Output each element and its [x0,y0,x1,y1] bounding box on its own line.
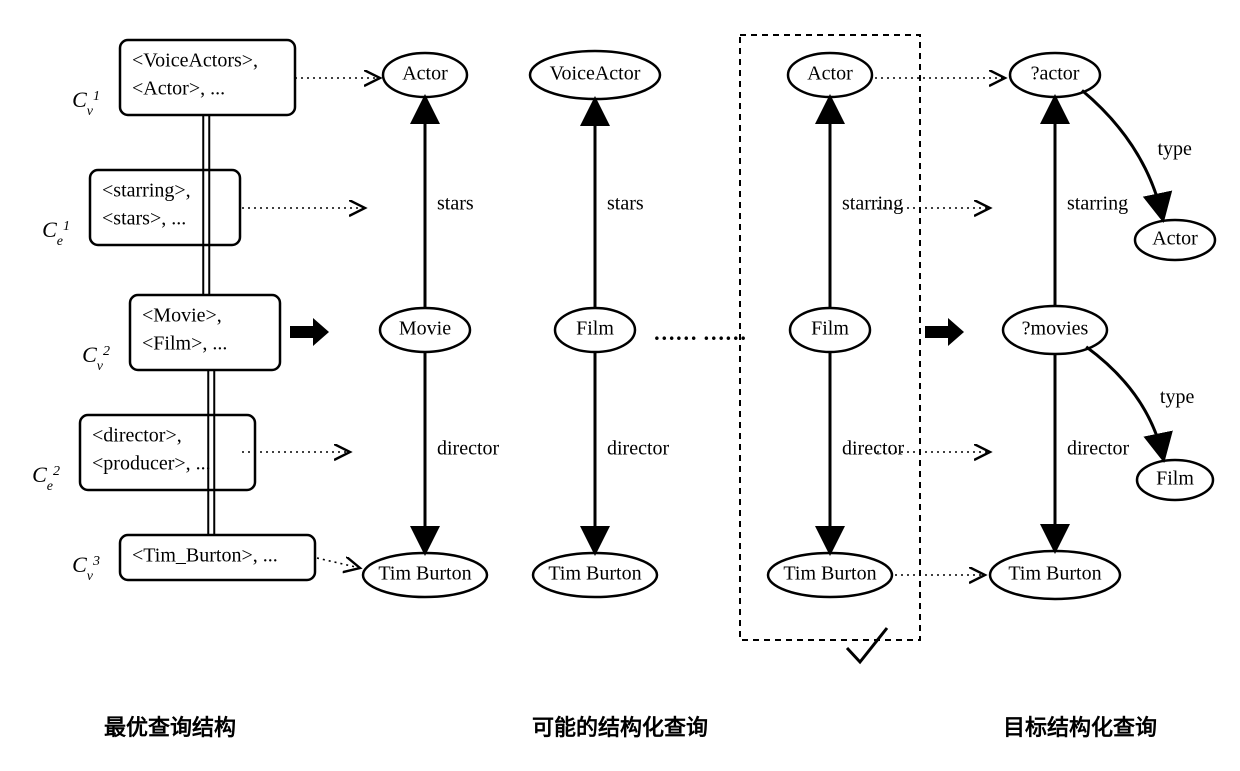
box-line: <VoiceActors>, [132,50,258,72]
box-label: Ce2 [32,462,60,494]
col3-edge-label: director [607,438,670,460]
col5-node-label: Tim Burton [1008,563,1101,585]
box-label: Cv2 [82,342,110,374]
col3-edge-label: stars [607,193,644,215]
col3-node-label: VoiceActor [550,63,641,85]
box-line: <director>, [92,425,182,447]
caption-cap1: 最优查询结构 [104,715,236,740]
col4-node-label: Tim Burton [783,563,876,585]
candidate-box-ce2: <director>, <producer>, ... Ce2 [32,415,255,494]
caption-cap3: 目标结构化查询 [1003,715,1157,740]
col5-edge-label: director [1067,438,1130,460]
col5-node-label: ?movies [1022,318,1089,340]
box-line: <Film>, ... [142,333,227,355]
box-line: <Actor>, ... [132,78,225,100]
box-line: <producer>, ... [92,453,211,475]
candidate-box-cv3: <Tim_Burton>, ... Cv3 [72,535,315,584]
col2-node-label: Movie [399,318,451,340]
candidate-box-cv2: <Movie>, <Film>, ... Cv2 [82,295,280,374]
box-line: <Movie>, [142,305,222,327]
col5-edge-label: type [1158,138,1193,160]
col2-node-label: Tim Burton [378,563,471,585]
box-line: <Tim_Burton>, ... [132,545,278,567]
col5-node-label: Film [1156,468,1194,490]
box-label: Cv3 [72,552,100,584]
col5-node-label: Actor [1152,228,1198,250]
col4-edge-label: starring [842,193,903,215]
col5-node-label: ?actor [1031,63,1080,85]
box-line: <stars>, ... [102,208,186,230]
caption-cap2: 可能的结构化查询 [532,715,708,740]
col2-edge-label: stars [437,193,474,215]
col4-node-label: Actor [807,63,853,85]
col5-edge-label: starring [1067,193,1128,215]
transform-arrow-icon [925,318,964,346]
col4-node-label: Film [811,318,849,340]
ellipsis: …… …… [653,320,747,345]
col3-node-label: Tim Burton [548,563,641,585]
checkmark-icon [847,628,887,662]
col4-edge-label: director [842,438,905,460]
col2-node-label: Actor [402,63,448,85]
box-line: <starring>, [102,180,191,202]
transform-arrow-icon [290,318,329,346]
col2-edge-label: director [437,438,500,460]
col5-edge-label: type [1160,386,1195,408]
diagram-canvas: <VoiceActors>, <Actor>, ... Cv1 <starring>,… [20,20,1220,751]
box-label: Cv1 [72,87,100,119]
box-label: Ce1 [42,217,70,249]
col3-node-label: Film [576,318,614,340]
candidate-box-cv1: <VoiceActors>, <Actor>, ... Cv1 [72,40,295,119]
mapping-arrow [317,558,360,568]
candidate-box-ce1: <starring>, <stars>, ... Ce1 [42,170,240,249]
